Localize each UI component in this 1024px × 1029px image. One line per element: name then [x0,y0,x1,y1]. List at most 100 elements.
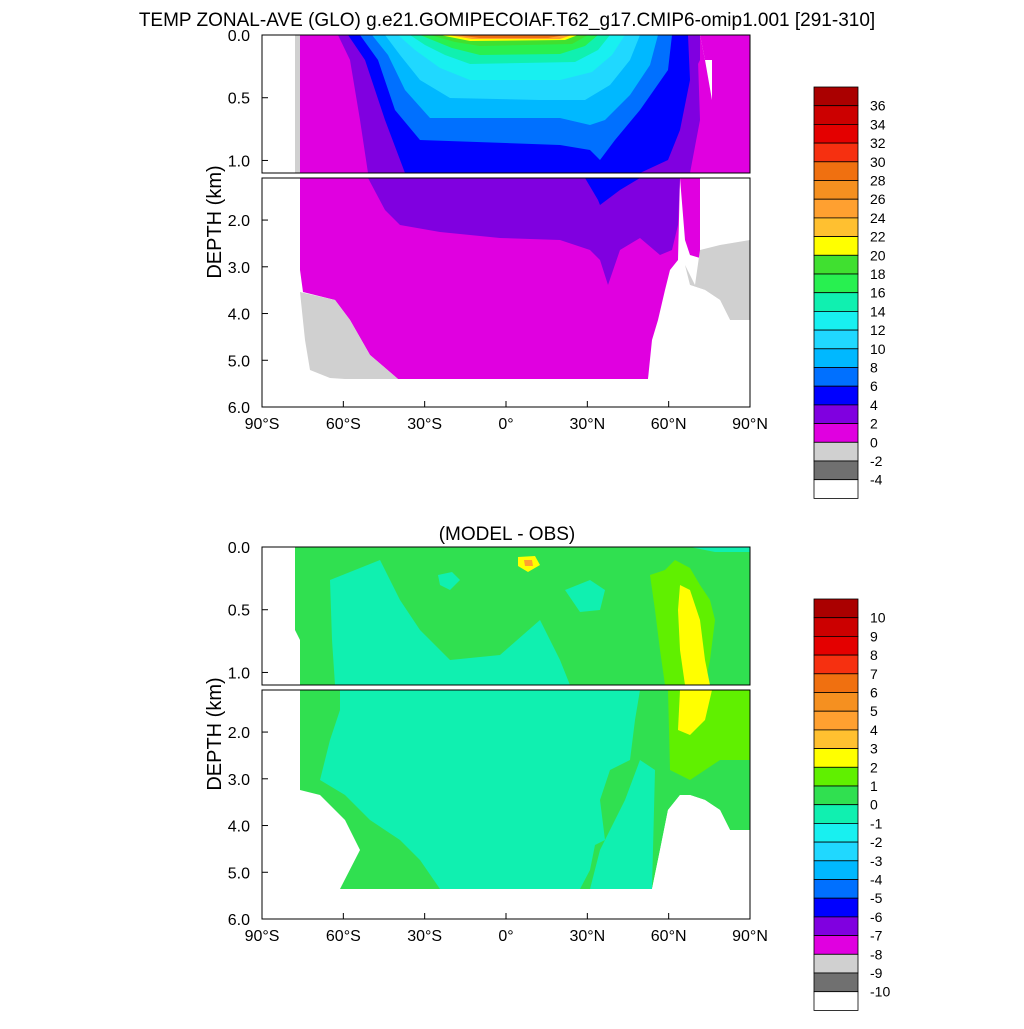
y-tick-label: 5.0 [228,865,250,882]
x-tick-label: 0° [498,416,513,433]
colorbar-label: 9 [870,628,878,644]
colorbar-swatch [813,897,859,918]
colorbar-label: 12 [870,322,886,338]
colorbar-label: 18 [870,266,886,282]
temperature-lower-panel [261,177,751,408]
colorbar-swatch [813,105,859,125]
colorbar-swatch [813,404,859,424]
colorbar-label: 22 [870,229,886,245]
y-tick-label: 6.0 [228,912,250,929]
colorbar-swatch [813,292,859,312]
colorbar-label: -5 [870,890,883,906]
colorbar-swatch [813,254,859,275]
figure-title: TEMP ZONAL-AVE (GLO) g.e21.GOMIPECOIAF.T… [139,10,875,31]
colorbar-label: 28 [870,173,886,189]
x-tick-label: 60°S [326,416,361,433]
colorbar-swatch [813,385,859,406]
colorbar-label: 26 [870,191,886,207]
colorbar-swatch [813,329,859,350]
colorbar-label: -2 [870,834,883,850]
colorbar-swatch [813,348,859,368]
colorbar-label: 32 [870,135,886,151]
colorbar-label: -3 [870,853,883,869]
colorbar-swatch [813,916,859,937]
x-tick-label: 60°N [651,416,687,433]
x-tick-label: 90°N [732,416,768,433]
colorbar-swatch [813,729,859,750]
colorbar-label: -10 [870,984,890,1000]
colorbar-swatch [813,598,859,619]
colorbar-swatch [813,617,859,637]
y-tick-label: 4.0 [228,819,250,836]
x-tick-label: 60°S [326,928,361,945]
colorbar-swatch [813,423,859,443]
colorbar-swatch [813,879,859,899]
colorbar-swatch [813,785,859,806]
temp-band-26-28-upper [455,35,565,38]
temperature-axes: 90°S 60°S 30°S 0° 30°N 60°N 90°N 0.0 0.5 1.0 2.0 3.… [228,28,768,433]
x-tick-label: 60°N [651,928,687,945]
colorbar-swatch [813,692,859,712]
colorbar-swatch [813,479,859,499]
colorbar-swatch [813,673,859,693]
colorbar-label: 6 [870,685,878,701]
colorbar-label: 0 [870,434,878,450]
y-tick-label: 4.0 [228,307,250,324]
x-tick-label: 30°S [407,416,442,433]
colorbar-swatch [813,823,859,843]
temp-band-4-6-lower [585,178,640,205]
colorbar-label: 4 [870,397,878,413]
colorbar-swatch [813,198,859,219]
temp-land-north-lower [680,240,750,320]
y-tick-label: 0.5 [228,603,250,620]
colorbar-swatch [813,367,859,387]
x-tick-label: 90°N [732,928,768,945]
colorbar-swatch [813,766,859,787]
colorbar-label: 2 [870,759,878,775]
colorbar-label: 34 [870,116,886,132]
colorbar-swatch [813,804,859,824]
y-tick-label: 1.0 [228,665,250,682]
colorbar-label: 20 [870,247,886,263]
colorbar-swatch [813,991,859,1011]
colorbar-label: 10 [870,610,886,626]
colorbar-swatch [813,273,859,294]
colorbar-swatch [813,217,859,237]
colorbar-label: 24 [870,210,886,226]
bias-chart-title: (MODEL - OBS) [439,524,576,545]
colorbar-swatch [813,161,859,181]
colorbar-label: 3 [870,741,878,757]
colorbar-swatch [813,841,859,862]
colorbar-swatch [813,654,859,675]
x-tick-label: 30°N [569,416,605,433]
colorbar-label: 14 [870,303,886,319]
colorbar-swatch [813,710,859,731]
temp-band-2-4-lower [368,178,680,285]
colorbar-swatch [813,636,859,656]
colorbar-label: 8 [870,647,878,663]
colorbar-label: -8 [870,946,883,962]
colorbar-swatch [813,460,859,481]
colorbar-label: 30 [870,154,886,170]
y-tick-label: 5.0 [228,353,250,370]
colorbar-swatch [813,180,859,200]
colorbar-label: 1 [870,778,878,794]
bias-band-minus1-0-upper-a [330,560,570,685]
y-tick-label: 3.0 [228,772,250,789]
colorbar-label: 16 [870,285,886,301]
colorbar-label: 0 [870,797,878,813]
colorbar-label: 2 [870,416,878,432]
bias-lower-panel [261,689,751,920]
temp-land-south-lower [300,292,398,379]
y-tick-label: 6.0 [228,400,250,417]
x-tick-label: 90°S [245,928,280,945]
colorbar-label: -2 [870,453,883,469]
bias-axes: 90°S 60°S 30°S 0° 30°N 60°N 90°N 0.0 0.5 1.0 2.0 3.… [228,540,768,945]
colorbar-swatch [813,236,859,256]
colorbar-swatch [813,310,859,331]
y-tick-label: 0.0 [228,28,250,45]
x-tick-label: 0° [498,928,513,945]
